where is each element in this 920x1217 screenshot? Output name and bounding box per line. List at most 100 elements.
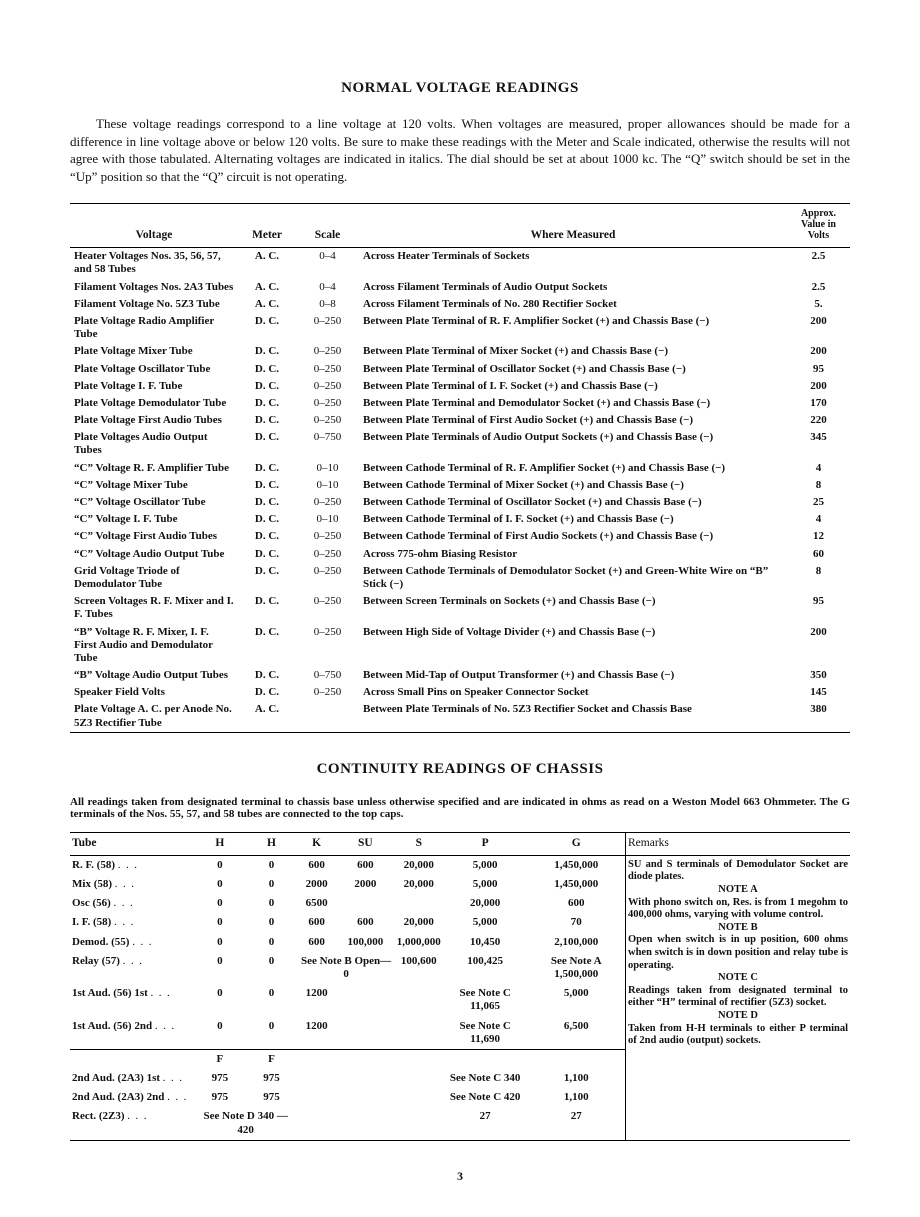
voltage-cell-w: Between Cathode Terminal of R. F. Amplif… xyxy=(359,460,787,477)
voltage-cell-s: 0–250 xyxy=(296,412,359,429)
voltage-cell-m: D. C. xyxy=(238,494,296,511)
cont-cell: 5,000 xyxy=(443,855,528,875)
cont-header: S xyxy=(395,832,443,855)
continuity-note: All readings taken from designated termi… xyxy=(70,796,850,820)
voltage-cell-v: Plate Voltage Demodulator Tube xyxy=(70,395,238,412)
voltage-cell-w: Across 775-ohm Biasing Resistor xyxy=(359,546,787,563)
voltage-cell-v: Plate Voltage A. C. per Anode No. 5Z3 Re… xyxy=(70,701,238,732)
cont-cell xyxy=(336,1049,395,1069)
cont-header: H xyxy=(246,832,298,855)
voltage-cell-m: D. C. xyxy=(238,593,296,623)
cont-cell: 1,100 xyxy=(527,1088,625,1107)
cont-cell: 600 xyxy=(297,855,336,875)
cont-tube: 2nd Aud. (2A3) 1st xyxy=(70,1069,194,1088)
vhdr-where: Where Measured xyxy=(359,204,787,248)
cont-cell xyxy=(336,1017,395,1050)
voltage-cell-val: 2.5 xyxy=(787,279,850,296)
voltage-row: Grid Voltage Triode of Demodulator TubeD… xyxy=(70,563,850,593)
voltage-cell-val: 25 xyxy=(787,494,850,511)
voltage-cell-val: 12 xyxy=(787,528,850,545)
voltage-cell-v: Speaker Field Volts xyxy=(70,684,238,701)
cont-cell: 1200 xyxy=(297,984,336,1016)
cont-cell: 0 xyxy=(194,875,246,894)
cont-cell: 0 xyxy=(194,933,246,952)
cont-cell: 20,000 xyxy=(395,913,443,932)
vhdr-meter: Meter xyxy=(238,204,296,248)
cont-cell: See Note B Open—0 xyxy=(297,952,394,984)
cont-cell: 70 xyxy=(527,913,625,932)
voltage-cell-m: D. C. xyxy=(238,546,296,563)
voltage-cell-v: “C” Voltage R. F. Amplifier Tube xyxy=(70,460,238,477)
cont-cell: 975 xyxy=(194,1088,246,1107)
remark-line: Taken from H-H terminals to either P ter… xyxy=(628,1023,848,1048)
cont-header: P xyxy=(443,832,528,855)
cont-cell: 975 xyxy=(246,1088,298,1107)
voltage-cell-w: Between Plate Terminals of No. 5Z3 Recti… xyxy=(359,701,787,732)
cont-cell xyxy=(336,1069,395,1088)
voltage-cell-w: Between Plate Terminal and Demodulator S… xyxy=(359,395,787,412)
cont-cell xyxy=(336,1107,395,1140)
cont-cell: 1,000,000 xyxy=(395,933,443,952)
cont-cell: 20,000 xyxy=(443,894,528,913)
cont-cell: 0 xyxy=(246,952,298,984)
cont-tube: I. F. (58) xyxy=(70,913,194,932)
voltage-cell-s: 0–750 xyxy=(296,667,359,684)
voltage-cell-s: 0–4 xyxy=(296,248,359,279)
voltage-row: “C” Voltage First Audio TubesD. C.0–250B… xyxy=(70,528,850,545)
voltage-row: Plate Voltage Demodulator TubeD. C.0–250… xyxy=(70,395,850,412)
cont-cell: 0 xyxy=(246,1017,298,1050)
cont-cell: 27 xyxy=(443,1107,528,1140)
voltage-cell-w: Between Plate Terminal of I. F. Socket (… xyxy=(359,378,787,395)
voltage-cell-w: Between Plate Terminal of R. F. Amplifie… xyxy=(359,313,787,343)
cont-header: K xyxy=(297,832,336,855)
cont-header: G xyxy=(527,832,625,855)
voltage-cell-m: D. C. xyxy=(238,343,296,360)
voltage-row: Screen Voltages R. F. Mixer and I. F. Tu… xyxy=(70,593,850,623)
voltage-cell-v: Filament Voltages Nos. 2A3 Tubes xyxy=(70,279,238,296)
cont-cell: 100,600 xyxy=(395,952,443,984)
voltage-cell-w: Between Cathode Terminal of Oscillator S… xyxy=(359,494,787,511)
cont-cell: 6,500 xyxy=(527,1017,625,1050)
cont-cell xyxy=(395,1107,443,1140)
cont-tube: Mix (58) xyxy=(70,875,194,894)
cont-cell: 20,000 xyxy=(395,855,443,875)
cont-cell xyxy=(297,1107,336,1140)
cont-cell: 600 xyxy=(336,913,395,932)
voltage-row: Heater Voltages Nos. 35, 56, 57, and 58 … xyxy=(70,248,850,279)
cont-cell: 975 xyxy=(246,1069,298,1088)
cont-cell: 0 xyxy=(246,933,298,952)
cont-cell: 0 xyxy=(246,913,298,932)
cont-cell: 0 xyxy=(194,894,246,913)
voltage-cell-m: D. C. xyxy=(238,528,296,545)
voltage-cell-w: Between Plate Terminal of Oscillator Soc… xyxy=(359,361,787,378)
cont-cell: 5,000 xyxy=(443,913,528,932)
voltage-cell-val: 4 xyxy=(787,460,850,477)
voltage-row: Plate Voltage A. C. per Anode No. 5Z3 Re… xyxy=(70,701,850,732)
voltage-cell-v: “C” Voltage I. F. Tube xyxy=(70,511,238,528)
voltage-cell-val: 350 xyxy=(787,667,850,684)
voltage-row: Plate Voltage Radio Amplifier TubeD. C.0… xyxy=(70,313,850,343)
cont-tube: Relay (57) xyxy=(70,952,194,984)
cont-cell: 0 xyxy=(246,894,298,913)
voltage-cell-s: 0–10 xyxy=(296,460,359,477)
cont-cell: See Note C 340 xyxy=(443,1069,528,1088)
voltage-cell-v: Plate Voltage First Audio Tubes xyxy=(70,412,238,429)
cont-tube: R. F. (58) xyxy=(70,855,194,875)
voltage-cell-v: Heater Voltages Nos. 35, 56, 57, and 58 … xyxy=(70,248,238,279)
page-number: 3 xyxy=(70,1169,850,1184)
voltage-cell-s: 0–250 xyxy=(296,378,359,395)
cont-cell xyxy=(527,1049,625,1069)
cont-cell: 27 xyxy=(527,1107,625,1140)
voltage-cell-s: 0–250 xyxy=(296,313,359,343)
voltage-cell-w: Across Small Pins on Speaker Connector S… xyxy=(359,684,787,701)
voltage-readings-table: Voltage Meter Scale Where Measured Appro… xyxy=(70,203,850,733)
voltage-cell-m: D. C. xyxy=(238,395,296,412)
voltage-cell-s: 0–10 xyxy=(296,477,359,494)
cont-tube: Demod. (55) xyxy=(70,933,194,952)
cont-tube: Osc (56) xyxy=(70,894,194,913)
cont-cell xyxy=(443,1049,528,1069)
voltage-cell-v: Plate Voltages Audio Output Tubes xyxy=(70,429,238,459)
voltage-row: Filament Voltages Nos. 2A3 TubesA. C.0–4… xyxy=(70,279,850,296)
voltage-cell-v: “B” Voltage R. F. Mixer, I. F. First Aud… xyxy=(70,624,238,668)
cont-cell: 5,000 xyxy=(443,875,528,894)
